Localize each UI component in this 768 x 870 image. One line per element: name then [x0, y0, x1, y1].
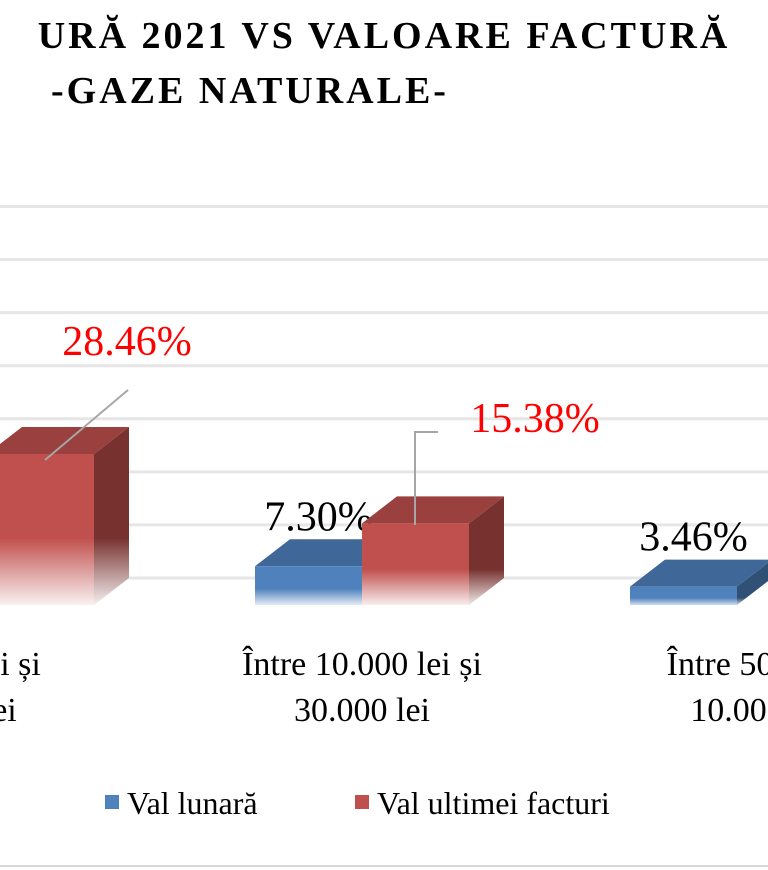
legend-label: Val lunară — [127, 785, 258, 821]
bar-top — [362, 496, 504, 524]
chart-subtitle: -GAZE NATURALE- — [51, 70, 449, 112]
data-label: 15.38% — [470, 396, 600, 442]
legend-swatch — [105, 795, 119, 809]
x-tick-label: Între 10.000 lei și — [242, 646, 482, 683]
data-label: 28.46% — [62, 319, 192, 365]
plot: 00 lei și 0 lei 28.46% Între 10.000 lei și 3… — [0, 319, 768, 729]
x-tick-label: 10.000 — [690, 692, 768, 729]
legend-swatch — [355, 795, 369, 809]
legend-label: Val ultimei facturi — [377, 785, 610, 821]
legend: Val lunară Val ultimei facturi — [105, 785, 610, 821]
data-label: 7.30% — [264, 494, 373, 540]
leader-line — [414, 431, 438, 525]
bar-fade — [630, 586, 768, 607]
x-tick-label: 0 lei — [0, 692, 17, 729]
bar-top — [630, 559, 768, 587]
leader-line — [44, 389, 129, 461]
x-tick-label: Între 5000 — [667, 646, 768, 683]
bar-top — [0, 426, 129, 454]
x-tick-label: 00 lei și — [0, 646, 41, 683]
chart-title: URĂ 2021 VS VALOARE FACTURĂ — [38, 15, 731, 57]
bar-fade — [0, 453, 129, 607]
bar-top — [255, 539, 397, 567]
bar-fade — [362, 523, 504, 607]
x-tick-label: 30.000 lei — [294, 692, 430, 729]
data-label: 3.46% — [639, 515, 748, 561]
